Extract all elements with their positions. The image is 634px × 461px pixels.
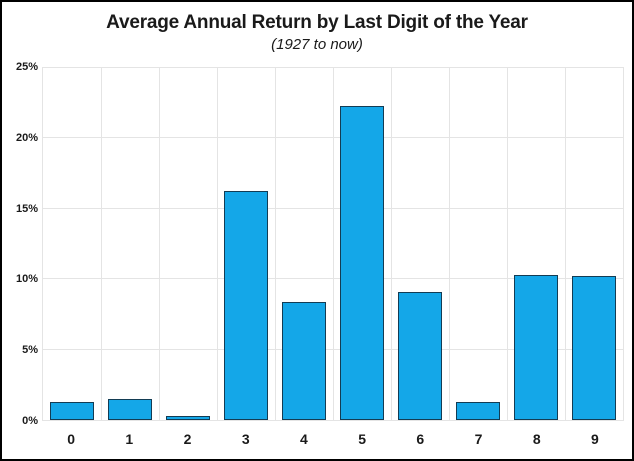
plot-area — [42, 67, 624, 421]
x-tick-label: 0 — [67, 431, 75, 447]
y-tick-label: 10% — [15, 273, 38, 286]
bar-digit-1 — [107, 398, 153, 420]
x-tick-label: 7 — [474, 431, 483, 447]
x-tick-label: 4 — [300, 431, 308, 447]
x-tick-label: 3 — [241, 431, 250, 447]
bar-digit-5 — [339, 106, 385, 420]
bar-digit-2 — [165, 415, 211, 420]
y-tick-label: 0% — [22, 415, 38, 427]
gridline-v — [565, 68, 566, 420]
x-tick-label: 2 — [183, 431, 192, 447]
bar-digit-8 — [513, 274, 559, 420]
gridline-v — [507, 68, 508, 420]
chart-subtitle: (1927 to now) — [271, 36, 363, 53]
x-tick-label: 1 — [125, 431, 134, 447]
gridline-v — [275, 68, 276, 420]
gridline-v — [333, 68, 334, 420]
x-tick-label: 6 — [416, 431, 425, 447]
gridline-v — [217, 68, 218, 420]
gridline-v — [159, 68, 160, 420]
x-tick-label: 8 — [532, 431, 541, 447]
y-tick-label: 5% — [22, 344, 38, 357]
x-axis-labels: 0 1 2 3 4 5 6 7 8 9 — [42, 426, 624, 452]
bar-digit-6 — [397, 291, 443, 420]
gridline-v — [449, 68, 450, 420]
y-tick-label: 25% — [15, 61, 38, 73]
x-tick-label: 9 — [591, 431, 599, 447]
bar-digit-3 — [223, 190, 269, 420]
chart-title: Average Annual Return by Last Digit of t… — [106, 12, 528, 33]
gridline-v — [101, 68, 102, 420]
bar-digit-0 — [49, 401, 95, 420]
bar-digit-4 — [281, 301, 327, 420]
y-tick-label: 15% — [15, 202, 38, 215]
bar-digit-9 — [571, 276, 617, 420]
x-tick-label: 5 — [358, 431, 367, 447]
y-tick-label: 20% — [15, 131, 38, 144]
bar-digit-7 — [455, 401, 501, 420]
gridline-v — [391, 68, 392, 420]
